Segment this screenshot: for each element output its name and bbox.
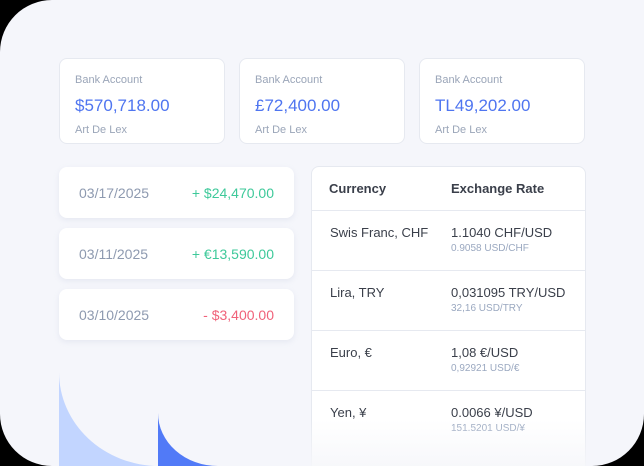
table-row[interactable]: Euro, € 1,08 €/USD 0,92921 USD/€: [312, 331, 585, 391]
table-header: Currency Exchange Rate: [312, 167, 585, 211]
inverse-rate: 0,92921 USD/€: [451, 363, 520, 374]
transaction-date: 03/10/2025: [79, 306, 150, 323]
account-owner: Art De Lex: [255, 124, 307, 136]
exchange-rate: 0,031095 TRY/USD: [451, 285, 566, 300]
inverse-rate: 0.9058 USD/CHF: [451, 243, 529, 254]
table-row[interactable]: Yen, ¥ 0.0066 ¥/USD 151.5201 USD/¥: [312, 391, 585, 451]
account-label: Bank Account: [255, 74, 323, 86]
column-header-exchange-rate[interactable]: Exchange Rate: [451, 181, 545, 196]
table-row[interactable]: Lira, TRY 0,031095 TRY/USD 32,16 USD/TRY: [312, 271, 585, 331]
account-card-try[interactable]: Bank Account TL49,202.00 Art De Lex: [419, 58, 585, 144]
account-card-gbp[interactable]: Bank Account £72,400.00 Art De Lex: [239, 58, 405, 144]
exchange-rate: 0.0066 ¥/USD: [451, 405, 533, 420]
account-balance: TL49,202.00: [435, 96, 531, 115]
inverse-rate: 151.5201 USD/¥: [451, 423, 525, 434]
account-balance: $570,718.00: [75, 96, 170, 115]
exchange-rate: 1.1040 CHF/USD: [451, 225, 553, 240]
account-label: Bank Account: [435, 74, 503, 86]
account-owner: Art De Lex: [75, 124, 127, 136]
decorative-blue-shape: [158, 413, 218, 466]
transaction-amount: - $3,400.00: [203, 306, 274, 323]
account-balance: £72,400.00: [255, 96, 341, 115]
account-owner: Art De Lex: [435, 124, 487, 136]
transaction-amount: + €13,590.00: [191, 245, 274, 262]
transaction-item[interactable]: 03/10/2025 - $3,400.00: [59, 289, 294, 340]
column-header-currency[interactable]: Currency: [329, 181, 387, 196]
transaction-date: 03/17/2025: [79, 184, 150, 201]
transaction-date: 03/11/2025: [79, 245, 149, 262]
inverse-rate: 32,16 USD/TRY: [451, 303, 523, 314]
decorative-light-blue-shape: [59, 372, 159, 466]
currency-name: Euro, €: [330, 345, 372, 360]
table-row[interactable]: Swis Franc, CHF 1.1040 CHF/USD 0.9058 US…: [312, 211, 585, 271]
currency-name: Lira, TRY: [330, 285, 385, 300]
exchange-rate: 1,08 €/USD: [451, 345, 519, 360]
currency-name: Yen, ¥: [330, 405, 367, 420]
account-label: Bank Account: [75, 74, 143, 86]
exchange-rate-table: Currency Exchange Rate Swis Franc, CHF 1…: [311, 166, 586, 466]
currency-name: Swis Franc, CHF: [330, 225, 429, 240]
transaction-item[interactable]: 03/11/2025 + €13,590.00: [59, 228, 294, 279]
account-card-usd[interactable]: Bank Account $570,718.00 Art De Lex: [59, 58, 225, 144]
transaction-item[interactable]: 03/17/2025 + $24,470.00: [59, 167, 294, 218]
transaction-amount: + $24,470.00: [191, 184, 274, 201]
